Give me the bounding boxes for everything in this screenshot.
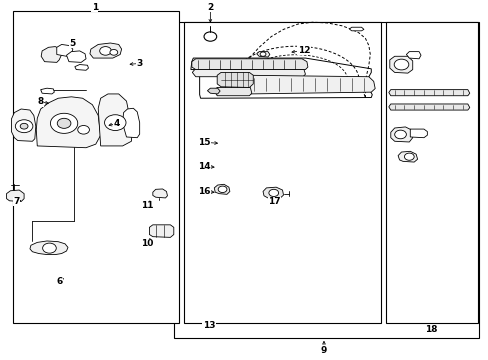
- Polygon shape: [41, 46, 61, 62]
- Text: 15: 15: [198, 138, 210, 147]
- Text: 2: 2: [207, 3, 213, 12]
- Polygon shape: [75, 64, 88, 70]
- Circle shape: [42, 243, 56, 253]
- Text: 7: 7: [13, 197, 20, 206]
- Polygon shape: [66, 51, 86, 62]
- Polygon shape: [11, 109, 36, 141]
- Polygon shape: [409, 129, 427, 138]
- Bar: [13, 12, 178, 323]
- Text: 1: 1: [91, 3, 98, 12]
- Circle shape: [260, 52, 265, 56]
- Text: 8: 8: [38, 97, 44, 106]
- Polygon shape: [214, 87, 251, 96]
- Polygon shape: [263, 187, 283, 199]
- Polygon shape: [6, 190, 24, 202]
- Circle shape: [104, 115, 126, 131]
- Polygon shape: [153, 189, 167, 198]
- Polygon shape: [388, 90, 469, 96]
- Text: 17: 17: [268, 197, 281, 206]
- Polygon shape: [149, 225, 173, 237]
- Circle shape: [393, 59, 408, 70]
- Polygon shape: [90, 43, 122, 58]
- Bar: [183, 22, 380, 323]
- Polygon shape: [207, 88, 220, 94]
- Polygon shape: [389, 56, 412, 73]
- Polygon shape: [41, 88, 54, 94]
- Circle shape: [110, 49, 118, 55]
- Text: 5: 5: [70, 39, 76, 48]
- Circle shape: [203, 32, 216, 41]
- Polygon shape: [256, 51, 269, 57]
- Bar: [173, 22, 478, 338]
- Circle shape: [218, 186, 226, 193]
- Polygon shape: [397, 151, 417, 162]
- Text: 14: 14: [198, 162, 210, 171]
- Polygon shape: [122, 108, 140, 138]
- Polygon shape: [36, 97, 101, 148]
- Polygon shape: [57, 44, 73, 56]
- Polygon shape: [390, 127, 412, 142]
- Bar: [385, 22, 477, 323]
- Circle shape: [404, 153, 413, 160]
- Text: 10: 10: [141, 239, 153, 248]
- Polygon shape: [388, 104, 469, 110]
- Polygon shape: [191, 59, 307, 69]
- Text: 16: 16: [198, 187, 210, 196]
- Text: 12: 12: [297, 46, 309, 55]
- Text: 3: 3: [136, 59, 142, 68]
- Circle shape: [50, 113, 78, 134]
- Text: 4: 4: [113, 119, 120, 128]
- Text: 18: 18: [424, 325, 437, 334]
- Circle shape: [78, 126, 89, 134]
- Polygon shape: [30, 241, 68, 255]
- Polygon shape: [244, 75, 374, 94]
- Polygon shape: [214, 184, 229, 194]
- Circle shape: [15, 120, 33, 133]
- Text: 6: 6: [56, 276, 62, 285]
- Text: 13: 13: [202, 321, 215, 330]
- Text: 9: 9: [320, 346, 326, 355]
- Circle shape: [57, 118, 71, 129]
- Circle shape: [268, 189, 278, 197]
- Circle shape: [100, 46, 111, 55]
- Polygon shape: [98, 94, 132, 146]
- Polygon shape: [190, 58, 371, 98]
- Polygon shape: [217, 72, 253, 87]
- Circle shape: [394, 130, 406, 139]
- Polygon shape: [348, 27, 363, 31]
- Text: 11: 11: [141, 201, 153, 210]
- Polygon shape: [192, 69, 305, 77]
- Circle shape: [20, 123, 28, 129]
- Polygon shape: [406, 51, 420, 59]
